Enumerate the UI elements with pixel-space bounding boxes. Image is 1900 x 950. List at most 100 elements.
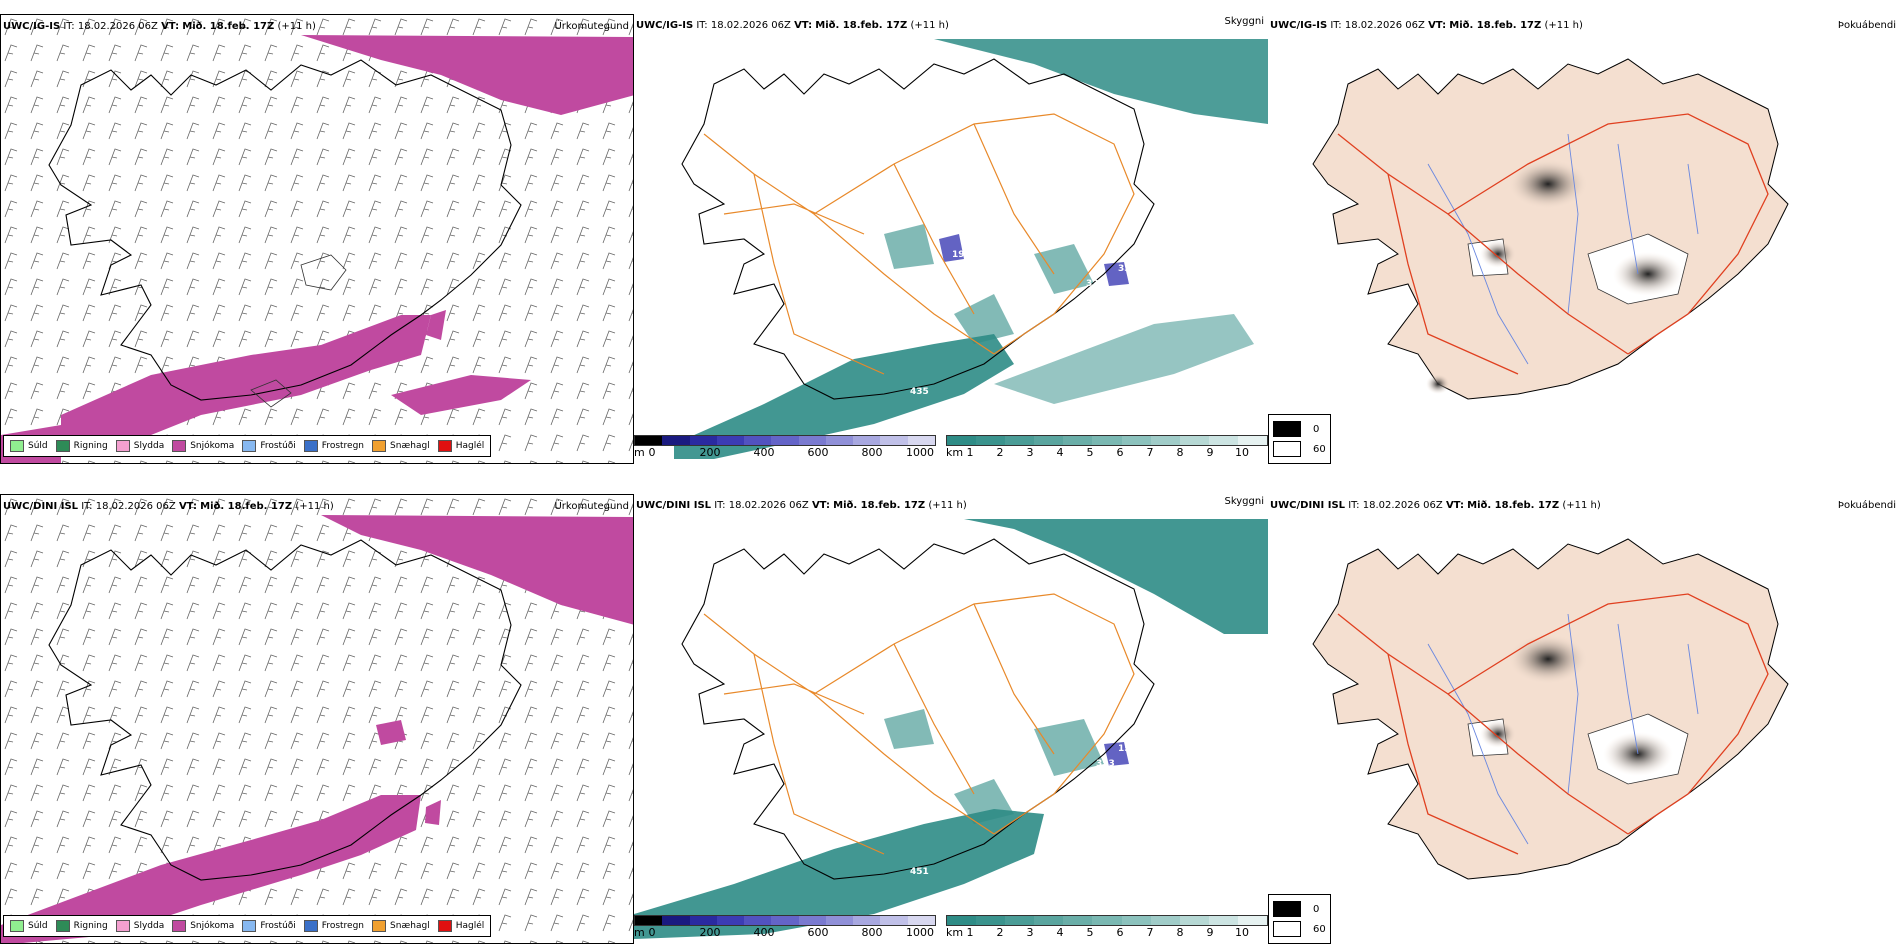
legend-swatch	[172, 920, 187, 932]
fog-indicator-area	[1508, 159, 1588, 209]
colorbar-segment	[1179, 436, 1209, 445]
panel-title: Skyggni	[1224, 16, 1264, 27]
vis-label: 151	[1118, 744, 1137, 754]
colorbar-bar	[946, 915, 1268, 926]
colorbar-segment	[716, 916, 745, 925]
colorbar-segment	[689, 436, 717, 445]
colorbar-ticks: km 1 2 3 4 5 6 7 8 9 10	[946, 926, 1249, 939]
colorbar-segment	[798, 436, 826, 445]
visibility-map: 190 329 33 216 435	[674, 39, 1268, 459]
legend-item: 60	[1273, 439, 1326, 459]
colorbar-segment	[1121, 436, 1151, 445]
iceland-outline	[681, 58, 1155, 400]
colorbar-segment	[744, 436, 772, 445]
colorbar-ticks: m 0 200 400 600 800 1000	[634, 446, 934, 459]
road-network	[703, 113, 1135, 375]
fog-indicator-area	[1426, 374, 1450, 394]
colorbar-segment	[635, 436, 663, 445]
vis-label: 417	[944, 730, 963, 740]
fog-indicator-area	[1480, 240, 1516, 268]
colorbar-segment	[1121, 916, 1151, 925]
fog-map-panel-bottom: UWC/DINI ISL IT: 18.02.2026 06Z VT: Mið.…	[1268, 494, 1900, 944]
colorbar-ticks: m 0 200 400 600 800 1000	[634, 926, 934, 939]
iceland-land	[1312, 58, 1789, 400]
legend-swatch	[242, 920, 257, 932]
colorbar-segment	[1150, 916, 1180, 925]
colorbar-segment	[976, 916, 1006, 925]
terrain-height-colorbar: m 0 200 400 600 800 1000	[634, 915, 936, 940]
colorbar-segment	[947, 436, 977, 445]
legend-item: Frostúði	[242, 920, 296, 932]
legend-item: Haglél	[437, 440, 484, 452]
colorbar-segment	[825, 916, 854, 925]
vis-label: 33	[1118, 264, 1131, 274]
low-visibility-area	[884, 224, 1094, 344]
legend-item: Frostregn	[303, 920, 364, 932]
vis-label: 190	[952, 250, 971, 260]
legend-item: Snjókoma	[172, 920, 234, 932]
road-network	[1337, 593, 1769, 855]
fog-indicator-area	[1480, 720, 1516, 748]
fog-map	[1312, 538, 1789, 880]
colorbar-segment	[1092, 436, 1122, 445]
legend-swatch	[303, 440, 318, 452]
legend-swatch	[437, 920, 452, 932]
colorbar-segment	[1237, 436, 1268, 445]
vis-label: 353	[1096, 759, 1115, 769]
colorbar-segment	[853, 436, 881, 445]
iceland-outline	[681, 538, 1155, 880]
precip-map	[1, 495, 633, 943]
legend-item: 60	[1273, 919, 1326, 939]
snow-area	[321, 515, 633, 625]
legend-swatch	[1273, 921, 1301, 937]
colorbar-segment	[662, 436, 690, 445]
fog-indicator-area	[1508, 634, 1588, 684]
cloud-cover-legend: 0 60	[1268, 414, 1331, 464]
legend-item: Súld	[10, 920, 48, 932]
legend-item: Frostregn	[303, 440, 364, 452]
glacier-outline	[250, 254, 347, 408]
low-visibility-area	[964, 519, 1268, 634]
high-terrain-area	[939, 234, 1129, 286]
precip-map-panel-top: UWC/IG-IS IT: 18.02.2026 06Z VT: Mið. 18…	[0, 14, 634, 464]
colorbar-segment	[1179, 916, 1209, 925]
legend-item: 0	[1273, 899, 1326, 919]
legend-swatch	[115, 440, 130, 452]
colorbar-segment	[1063, 436, 1093, 445]
colorbar-segment	[635, 916, 663, 925]
panel-header: UWC/DINI ISL IT: 18.02.2026 06Z VT: Mið.…	[636, 500, 967, 511]
colorbar-segment	[798, 916, 826, 925]
legend-swatch	[1273, 901, 1301, 917]
colorbar-segment	[1237, 916, 1268, 925]
colorbar-segment	[1150, 436, 1180, 445]
colorbar-segment	[1034, 436, 1064, 445]
colorbar-bar	[634, 435, 936, 446]
panel-header: UWC/IG-IS IT: 18.02.2026 06Z VT: Mið. 18…	[1270, 20, 1583, 31]
colorbar-segment	[744, 916, 772, 925]
iceland-land	[1312, 538, 1789, 880]
panel-header: UWC/DINI ISL IT: 18.02.2026 06Z VT: Mið.…	[3, 501, 334, 512]
colorbar-segment	[976, 436, 1006, 445]
river-network	[1427, 613, 1699, 845]
precip-type-legend: Súld Rigning Slydda Snjókoma Frostúði Fr…	[3, 435, 492, 457]
colorbar-segment	[1092, 916, 1122, 925]
vis-label: 435	[910, 387, 929, 397]
panel-title: Skyggni	[1224, 496, 1264, 507]
colorbar-segment	[1005, 436, 1035, 445]
river-network	[1427, 133, 1699, 365]
panel-title: Úrkomutegund	[554, 501, 629, 512]
colorbar-segment	[771, 436, 799, 445]
colorbar-segment	[880, 436, 908, 445]
legend-item: Rigning	[55, 920, 108, 932]
visibility-map: 417 353 151 451	[634, 519, 1268, 939]
vis-label: 451	[910, 867, 929, 877]
legend-swatch	[10, 920, 24, 932]
visibility-colorbar: km 1 2 3 4 5 6 7 8 9 10	[946, 435, 1268, 460]
snow-area	[301, 35, 633, 115]
colorbar-segment	[1034, 916, 1064, 925]
low-visibility-area	[994, 314, 1254, 404]
colorbar-segment	[853, 916, 881, 925]
visibility-map-panel-bottom: UWC/DINI ISL IT: 18.02.2026 06Z VT: Mið.…	[634, 494, 1268, 944]
iceland-outline	[48, 59, 522, 401]
legend-swatch	[55, 440, 70, 452]
